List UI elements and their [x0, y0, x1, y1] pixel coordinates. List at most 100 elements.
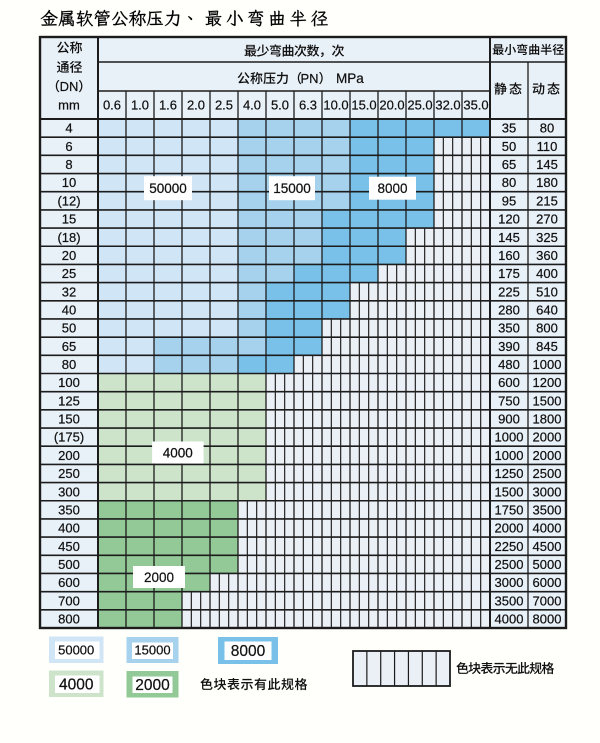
svg-text:0.6: 0.6: [103, 98, 121, 113]
svg-text:600: 600: [498, 375, 520, 390]
svg-text:145: 145: [536, 157, 558, 172]
svg-text:8000: 8000: [377, 181, 407, 196]
svg-text:65: 65: [502, 157, 516, 172]
svg-text:640: 640: [536, 303, 558, 318]
svg-text:MPa: MPa: [336, 71, 364, 86]
svg-text:120: 120: [498, 212, 520, 227]
svg-text:1750: 1750: [495, 502, 524, 517]
svg-text:(12): (12): [57, 193, 80, 208]
svg-text:270: 270: [536, 212, 558, 227]
svg-text:1500: 1500: [533, 393, 562, 408]
svg-text:4000: 4000: [163, 445, 193, 460]
svg-text:35.0: 35.0: [463, 98, 488, 113]
svg-text:8000: 8000: [533, 612, 562, 627]
svg-text:2000: 2000: [533, 430, 562, 445]
svg-text:510: 510: [536, 284, 558, 299]
svg-text:20.0: 20.0: [379, 98, 404, 113]
svg-text:8: 8: [65, 157, 72, 172]
svg-text:20: 20: [62, 248, 76, 263]
svg-text:4500: 4500: [533, 539, 562, 554]
svg-text:50000: 50000: [58, 642, 94, 657]
svg-text:1000: 1000: [495, 448, 524, 463]
svg-text:1250: 1250: [495, 466, 524, 481]
svg-text:800: 800: [536, 321, 558, 336]
svg-text:900: 900: [498, 412, 520, 427]
svg-text:mm: mm: [58, 98, 80, 113]
svg-text:3000: 3000: [533, 484, 562, 499]
svg-text:325: 325: [536, 230, 558, 245]
svg-text:1.6: 1.6: [159, 98, 177, 113]
svg-text:450: 450: [58, 539, 80, 554]
svg-text:25.0: 25.0: [407, 98, 432, 113]
svg-text:845: 845: [536, 339, 558, 354]
svg-text:25: 25: [62, 266, 76, 281]
svg-text:2000: 2000: [135, 677, 170, 694]
svg-text:4000: 4000: [495, 612, 524, 627]
svg-text:32: 32: [62, 284, 76, 299]
svg-text:2250: 2250: [495, 539, 524, 554]
svg-text:50000: 50000: [149, 181, 187, 196]
svg-text:7000: 7000: [533, 593, 562, 608]
svg-text:250: 250: [58, 466, 80, 481]
svg-text:350: 350: [498, 321, 520, 336]
svg-text:390: 390: [498, 339, 520, 354]
svg-text:80: 80: [62, 357, 76, 372]
svg-text:2500: 2500: [495, 557, 524, 572]
svg-text:6.3: 6.3: [299, 98, 317, 113]
svg-text:400: 400: [536, 266, 558, 281]
svg-text:50: 50: [502, 139, 516, 154]
svg-text:300: 300: [58, 484, 80, 499]
svg-text:175: 175: [498, 266, 520, 281]
svg-text:2000: 2000: [533, 448, 562, 463]
svg-text:180: 180: [536, 175, 558, 190]
svg-text:80: 80: [540, 121, 554, 136]
svg-text:480: 480: [498, 357, 520, 372]
svg-text:32.0: 32.0: [435, 98, 460, 113]
svg-text:15: 15: [62, 212, 76, 227]
svg-text:5.0: 5.0: [271, 98, 289, 113]
svg-text:100: 100: [58, 375, 80, 390]
svg-text:3000: 3000: [495, 575, 524, 590]
svg-text:125: 125: [58, 393, 80, 408]
svg-text:4: 4: [65, 121, 72, 136]
svg-text:15000: 15000: [134, 643, 170, 658]
svg-text:2500: 2500: [533, 466, 562, 481]
svg-text:1000: 1000: [533, 357, 562, 372]
svg-text:6: 6: [65, 139, 72, 154]
svg-text:2000: 2000: [495, 521, 524, 536]
svg-text:500: 500: [58, 557, 80, 572]
svg-text:700: 700: [58, 593, 80, 608]
svg-text:3500: 3500: [495, 593, 524, 608]
svg-text:1000: 1000: [495, 430, 524, 445]
svg-text:40: 40: [62, 303, 76, 318]
svg-text:80: 80: [502, 175, 516, 190]
svg-text:PN: PN: [300, 71, 318, 86]
svg-text:50: 50: [62, 321, 76, 336]
svg-text:8000: 8000: [231, 643, 266, 660]
svg-text:4000: 4000: [59, 676, 94, 693]
svg-text:150: 150: [58, 412, 80, 427]
svg-text:800: 800: [58, 612, 80, 627]
svg-text:4000: 4000: [533, 521, 562, 536]
svg-text:2.0: 2.0: [187, 98, 205, 113]
svg-text:160: 160: [498, 248, 520, 263]
svg-text:600: 600: [58, 575, 80, 590]
svg-text:10: 10: [62, 175, 76, 190]
svg-text:1500: 1500: [495, 484, 524, 499]
svg-text:15000: 15000: [273, 181, 311, 196]
svg-text:95: 95: [502, 193, 516, 208]
svg-text:400: 400: [58, 521, 80, 536]
svg-text:(18): (18): [57, 230, 80, 245]
svg-text:1.0: 1.0: [131, 98, 149, 113]
svg-text:10.0: 10.0: [323, 98, 348, 113]
svg-text:200: 200: [58, 448, 80, 463]
svg-text:DN: DN: [60, 79, 79, 94]
svg-text:5000: 5000: [533, 557, 562, 572]
svg-text:3500: 3500: [533, 502, 562, 517]
svg-text:(175): (175): [54, 430, 84, 445]
svg-text:15.0: 15.0: [351, 98, 376, 113]
svg-text:350: 350: [58, 502, 80, 517]
svg-text:4.0: 4.0: [243, 98, 261, 113]
svg-text:2000: 2000: [144, 570, 174, 585]
svg-text:360: 360: [536, 248, 558, 263]
